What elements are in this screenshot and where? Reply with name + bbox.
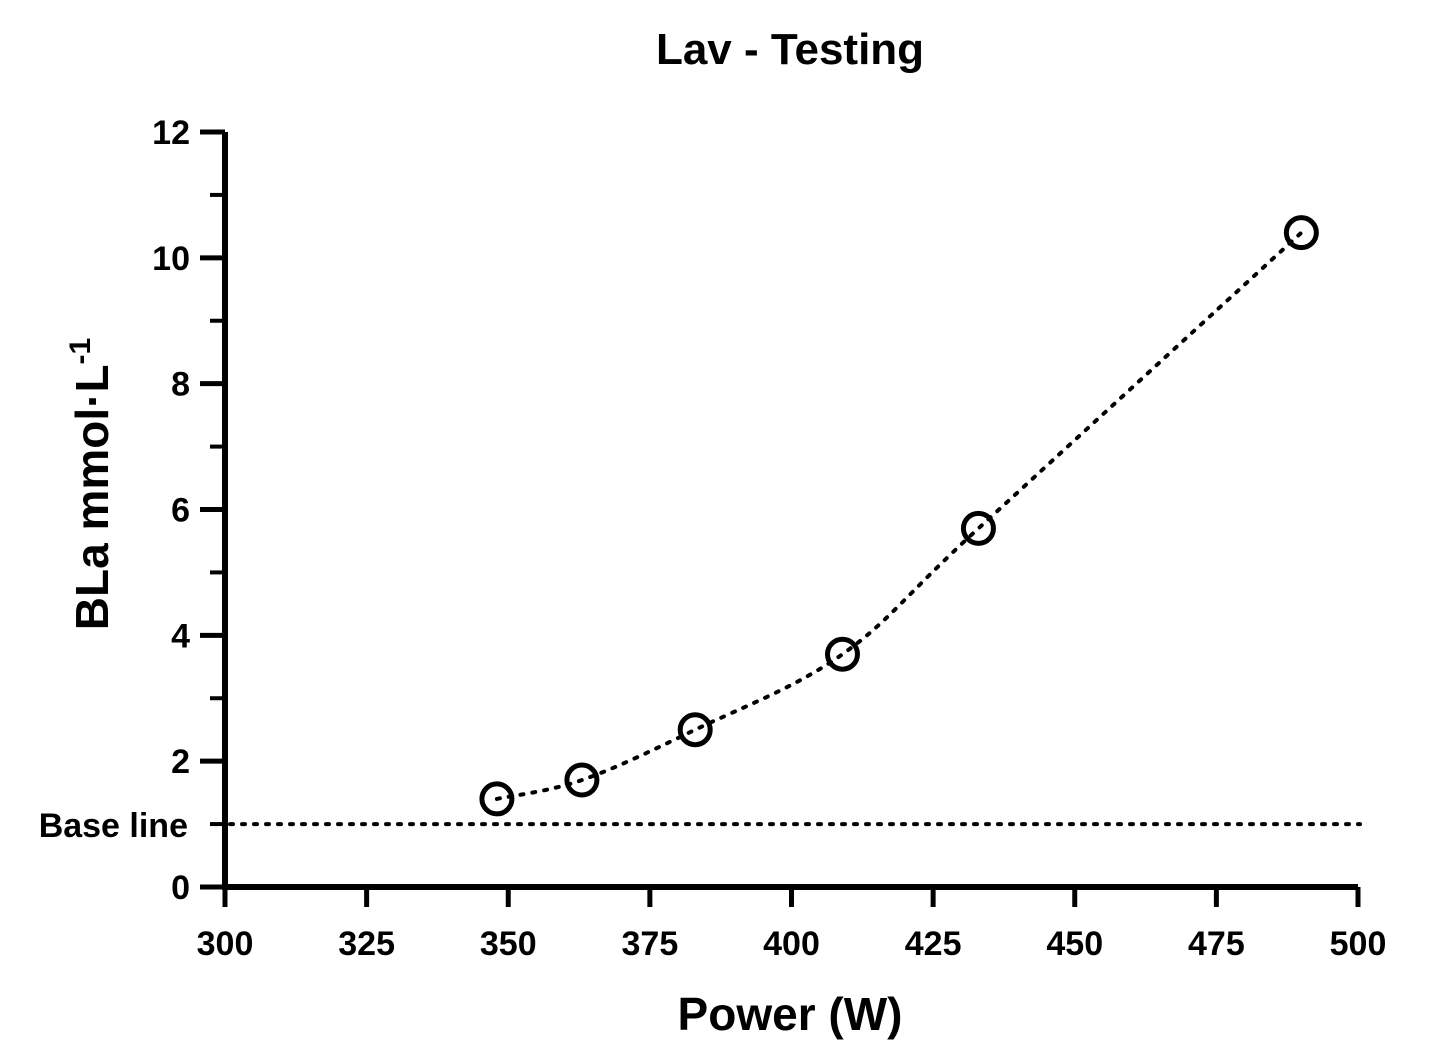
y-tick-label: 8 bbox=[171, 366, 190, 404]
y-tick-label: 2 bbox=[171, 743, 190, 781]
x-tick-label: 475 bbox=[1188, 925, 1245, 963]
reference-lines: Base line bbox=[39, 807, 1362, 845]
x-tick-label: 350 bbox=[480, 925, 537, 963]
data-point bbox=[960, 510, 996, 546]
chart-title: Lav - Testing bbox=[656, 25, 924, 74]
data-point bbox=[824, 636, 860, 672]
fit-curve-group bbox=[494, 230, 1304, 801]
data-point bbox=[479, 781, 515, 817]
y-tick-label: 0 bbox=[171, 869, 190, 907]
fit-curve bbox=[494, 230, 1304, 801]
x-tick-label: 375 bbox=[622, 925, 679, 963]
ticks: 300 325 350 375 400 425 450 475 500 0 2 4 6 8 10 12 bbox=[152, 114, 1386, 963]
y-tick-label: 6 bbox=[171, 492, 190, 530]
data-point bbox=[564, 762, 600, 798]
baseline-label: Base line bbox=[39, 807, 188, 845]
y-tick-label: 12 bbox=[152, 114, 190, 152]
y-axis-title-main: BLa mmol·L bbox=[66, 364, 118, 630]
x-tick-label: 450 bbox=[1046, 925, 1103, 963]
data-points bbox=[479, 215, 1319, 817]
x-tick-label: 300 bbox=[197, 925, 254, 963]
x-tick-label: 325 bbox=[338, 925, 395, 963]
y-axis-title: BLa mmol·L-1 bbox=[64, 338, 118, 630]
x-tick-label: 500 bbox=[1330, 925, 1387, 963]
axes bbox=[222, 132, 1358, 890]
data-point bbox=[1283, 215, 1319, 251]
x-tick-label: 425 bbox=[905, 925, 962, 963]
data-point bbox=[677, 712, 713, 748]
x-axis-title: Power (W) bbox=[678, 988, 903, 1040]
y-tick-label: 4 bbox=[171, 617, 190, 655]
x-tick-label: 400 bbox=[763, 925, 820, 963]
y-axis-title-superscript: -1 bbox=[64, 338, 97, 365]
y-tick-label: 10 bbox=[152, 240, 190, 278]
